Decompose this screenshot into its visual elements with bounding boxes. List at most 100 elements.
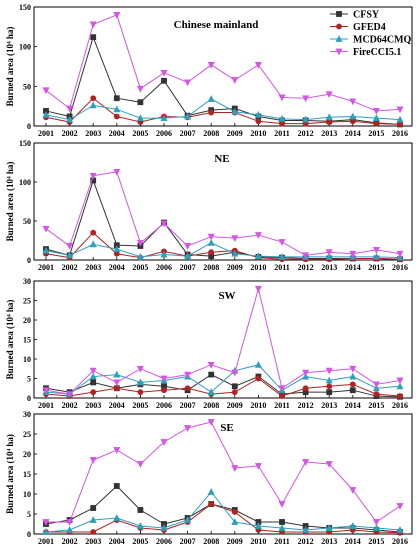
x-tick-label: 2015: [368, 537, 384, 546]
series-firecci5-1: [42, 285, 404, 398]
data-point: [184, 243, 192, 250]
x-tick-label: 2014: [345, 263, 361, 272]
x-tick-label: 2013: [321, 129, 337, 138]
data-point: [207, 419, 215, 426]
data-point: [136, 378, 144, 386]
y-tick-label: 20: [23, 316, 31, 325]
data-point: [90, 505, 97, 511]
x-tick-label: 2003: [85, 537, 101, 546]
data-point: [113, 385, 120, 392]
data-point: [89, 367, 97, 375]
series-firecci5-1: [42, 419, 404, 526]
data-point: [160, 439, 168, 446]
x-tick-label: 2005: [132, 537, 148, 546]
y-tick-label: 5: [27, 375, 31, 384]
series-cfsy: [43, 177, 403, 263]
data-point: [396, 106, 404, 114]
data-point: [89, 21, 97, 29]
data-point: [42, 387, 50, 395]
series-line: [45, 364, 401, 395]
data-point: [89, 101, 97, 109]
series-line: [45, 374, 401, 398]
data-point: [349, 372, 357, 380]
data-point: [89, 372, 97, 380]
x-tick-label: 2003: [85, 263, 101, 272]
legend-label: CFSY: [353, 10, 380, 21]
data-point: [372, 108, 380, 115]
data-point: [397, 121, 403, 128]
x-tick-label: 2007: [180, 401, 196, 410]
data-point: [278, 501, 286, 508]
x-tick-label: 2008: [203, 129, 219, 138]
x-tick-label: 2004: [109, 401, 125, 410]
panel-title: Chinese mainland: [174, 19, 259, 31]
x-tick-label: 2010: [250, 537, 266, 546]
data-point: [137, 507, 144, 513]
y-axis-label: Burned area (10⁴ ha): [5, 162, 15, 242]
data-point: [113, 370, 121, 378]
data-point: [89, 516, 97, 523]
data-point: [372, 519, 380, 526]
data-point: [326, 383, 333, 390]
data-point: [372, 246, 380, 254]
data-point: [42, 519, 50, 526]
data-point: [325, 461, 333, 468]
x-tick-label: 2009: [227, 129, 243, 138]
x-tick-label: 2016: [392, 263, 408, 272]
data-point: [161, 77, 167, 84]
x-tick-label: 2008: [203, 401, 219, 410]
x-tick-label: 2014: [345, 537, 361, 546]
x-tick-label: 2011: [274, 537, 290, 546]
series-line: [45, 178, 401, 260]
data-point: [137, 99, 144, 106]
data-point: [136, 85, 144, 93]
data-point: [372, 381, 380, 389]
x-tick-label: 2011: [274, 129, 290, 138]
data-point: [231, 389, 238, 396]
data-point: [302, 459, 310, 466]
data-point: [396, 526, 404, 533]
data-point: [184, 516, 192, 523]
x-tick-label: 2008: [203, 263, 219, 272]
data-point: [160, 114, 168, 121]
data-point: [349, 387, 356, 394]
data-point: [90, 379, 97, 386]
legend-marker: [336, 23, 342, 30]
x-tick-label: 2002: [62, 129, 78, 138]
data-point: [113, 379, 121, 387]
series-mcd64cmq: [42, 95, 404, 123]
data-point: [160, 375, 168, 383]
x-tick-label: 2011: [274, 401, 290, 410]
x-tick-label: 2015: [368, 401, 384, 410]
data-point: [231, 249, 239, 257]
x-tick-label: 2012: [298, 537, 314, 546]
data-point: [113, 168, 121, 176]
series-firecci5-1: [42, 168, 404, 260]
x-tick-label: 2002: [62, 537, 78, 546]
panel-title: SW: [218, 290, 235, 302]
x-tick-label: 2010: [250, 401, 266, 410]
data-point: [372, 524, 380, 531]
data-point: [42, 111, 50, 118]
data-point: [373, 120, 380, 127]
data-point: [231, 235, 239, 243]
data-point: [254, 232, 262, 239]
data-point: [207, 95, 215, 102]
x-tick-label: 2007: [180, 129, 196, 138]
y-axis-label: Burned area (10⁴ ha): [5, 27, 15, 107]
x-tick-label: 2012: [298, 401, 314, 410]
data-point: [231, 509, 238, 515]
x-tick-label: 2004: [109, 537, 125, 546]
legend-marker: [335, 35, 343, 42]
x-tick-label: 2013: [321, 537, 337, 546]
y-tick-label: 0: [27, 122, 31, 131]
x-tick-label: 2012: [298, 129, 314, 138]
data-point: [349, 118, 356, 125]
data-point: [279, 393, 285, 399]
data-point: [325, 524, 333, 531]
data-point: [207, 361, 215, 369]
series-line: [46, 503, 401, 534]
chart-panel-2: 0 50 100 150 2001 2002 2003 2004 2005 2006 2007 200…: [5, 139, 413, 272]
data-point: [90, 229, 97, 236]
data-point: [278, 115, 286, 122]
